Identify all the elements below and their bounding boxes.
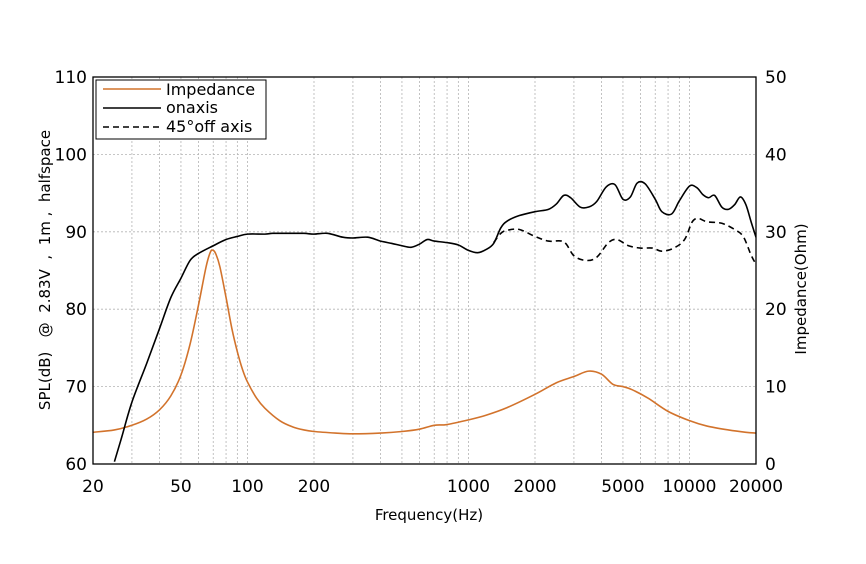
- y-right-tick-label: 50: [765, 68, 787, 88]
- series-line-onaxis: [113, 180, 756, 462]
- legend-label-impedance: Impedance: [166, 80, 255, 99]
- y-left-tick-label: 100: [55, 145, 87, 165]
- legend: Impedance onaxis 45°off axis: [95, 79, 267, 140]
- x-tick-label: 50: [170, 477, 192, 497]
- x-tick-label: 2000: [513, 477, 556, 497]
- series-line-impedance: [93, 249, 756, 435]
- series-group: [93, 180, 756, 462]
- legend-label-off-axis: 45°off axis: [166, 117, 252, 136]
- y-left-tick-label: 70: [65, 378, 87, 398]
- y-right-tick-label: 40: [765, 145, 787, 165]
- plot-frame: [92, 76, 757, 465]
- y-left-tick-label: 110: [55, 68, 87, 88]
- y-left-tick-label: 80: [65, 300, 87, 320]
- y-right-tick-label: 0: [765, 455, 776, 475]
- x-tick-label: 10000: [662, 477, 716, 497]
- y-right-tick-label: 30: [765, 223, 787, 243]
- x-tick-label: 200: [298, 477, 330, 497]
- y-axis-left-title: SPL(dB) @ 2.83V , 1m , halfspace: [36, 130, 54, 410]
- y-left-tick-label: 60: [65, 455, 87, 475]
- series-line-45-off-axis: [493, 217, 756, 265]
- x-tick-label: 20: [82, 477, 104, 497]
- legend-box: [95, 79, 267, 140]
- x-tick-label: 20000: [729, 477, 783, 497]
- y-left-tick-label: 90: [65, 223, 87, 243]
- legend-label-onaxis: onaxis: [166, 98, 218, 117]
- x-axis-title: Frequency(Hz): [375, 506, 483, 524]
- grid: [93, 77, 756, 464]
- tick-labels: 20 50 100 200 1000 2000 5000 10000 2000060708090…: [55, 68, 787, 497]
- x-tick-label: 1000: [447, 477, 490, 497]
- x-tick-label: 5000: [601, 477, 644, 497]
- y-right-tick-label: 10: [765, 378, 787, 398]
- x-tick-label: 100: [231, 477, 263, 497]
- y-axis-right-title: Impedance(Ohm): [792, 223, 810, 354]
- y-right-tick-label: 20: [765, 300, 787, 320]
